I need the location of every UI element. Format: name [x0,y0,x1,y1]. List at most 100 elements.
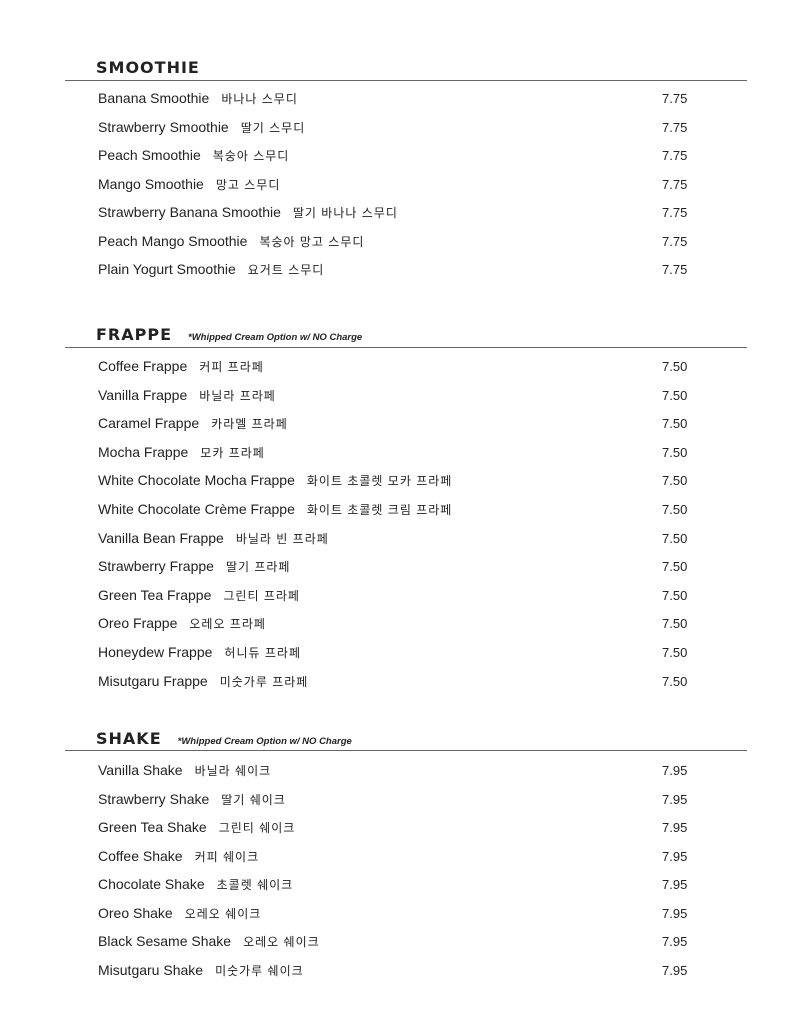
menu-item: Vanilla Bean Frappe 바닐라 빈 프라페 7.50 [98,530,690,550]
item-name: Black Sesame Shake [98,933,232,949]
item-price: 7.50 [662,502,688,517]
menu-item: Caramel Frappe 카라멜 프라페 7.50 [98,415,690,435]
menu-item: Banana Smoothie 바나나 스무디 7.75 [98,90,690,110]
menu-item: Chocolate Shake 초콜렛 쉐이크 7.95 [98,876,690,896]
item-name: Strawberry Smoothie [98,118,229,135]
section-title: SMOOTHIE [96,58,200,77]
item-price: 7.50 [662,444,688,460]
menu-item: Strawberry Banana Smoothie 딸기 바나나 스무디 7.75 [98,204,690,224]
item-korean-name: 커피 프라페 [199,360,264,374]
item-price: 7.95 [662,820,688,835]
item-name: Peach Smoothie [98,147,201,163]
item-price: 7.75 [662,91,688,106]
item-korean-name: 그린티 쉐이크 [218,821,296,835]
item-price: 7.50 [662,645,688,660]
item-korean-name: 바닐라 빈 프라페 [235,531,329,546]
menu-item: White Chocolate Mocha Frappe 화이트 초콜렛 모카 프… [98,472,690,492]
item-name: Misutgaru Shake [98,961,204,978]
menu-item: Oreo Frappe 오레오 프라페 7.50 [98,615,690,635]
menu-item: Coffee Frappe 커피 프라페 7.50 [98,358,690,378]
item-price: 7.95 [662,934,688,949]
menu-item: Strawberry Shake 딸기 쉐이크 7.95 [98,791,690,811]
item-name: Strawberry Shake [98,790,210,807]
item-korean-name: 미숫가루 쉐이크 [215,963,304,978]
item-korean-name: 허니듀 프라페 [224,646,301,660]
item-korean-name: 모카 프라페 [200,445,265,460]
section-note: *Whipped Cream Option w/ NO Charge [177,736,352,747]
section-header: FRAPPE *Whipped Cream Option w/ NO Charge [96,325,362,344]
item-price: 7.50 [662,359,688,374]
item-name: Vanilla Shake [98,762,183,778]
menu-item: Honeydew Frappe 허니듀 프라페 7.50 [98,644,690,664]
item-name: Plain Yogurt Smoothie [98,261,236,277]
item-korean-name: 화이트 초콜렛 크림 프라페 [306,503,453,517]
item-price: 7.95 [662,763,688,778]
section-note: *Whipped Cream Option w/ NO Charge [188,332,363,343]
item-name: Strawberry Frappe [98,558,214,575]
menu-item: Green Tea Shake 그린티 쉐이크 7.95 [98,819,690,839]
item-price: 7.95 [662,848,688,864]
item-price: 7.50 [662,530,688,546]
item-korean-name: 딸기 스무디 [240,120,306,135]
item-name: Strawberry Banana Smoothie [98,204,281,220]
menu-item: Plain Yogurt Smoothie 요거트 스무디 7.75 [98,261,690,281]
item-korean-name: 화이트 초콜렛 모카 프라페 [306,474,453,489]
item-name: Mocha Frappe [98,443,189,460]
item-korean-name: 복숭아 망고 스무디 [259,234,365,249]
item-price: 7.75 [662,262,688,277]
item-name: Green Tea Shake [98,819,207,835]
item-price: 7.75 [662,119,688,135]
item-price: 7.95 [662,962,688,978]
section-title: FRAPPE [96,325,173,344]
item-name: Chocolate Shake [98,876,205,892]
section-header: SHAKE *Whipped Cream Option w/ NO Charge [96,729,352,748]
menu-item: Oreo Shake 오레오 쉐이크 7.95 [98,905,690,925]
menu-item: Strawberry Frappe 딸기 프라페 7.50 [98,558,690,578]
item-korean-name: 요거트 스무디 [247,263,325,277]
item-price: 7.95 [662,791,688,807]
item-korean-name: 바닐라 프라페 [199,388,276,403]
item-korean-name: 복숭아 스무디 [212,149,290,163]
item-korean-name: 미숫가루 프라페 [219,674,309,689]
menu-item: Strawberry Smoothie 딸기 스무디 7.75 [98,119,690,139]
item-name: Honeydew Frappe [98,644,213,660]
item-price: 7.50 [662,673,688,689]
section-divider [65,347,747,348]
item-price: 7.50 [662,416,688,432]
item-name: Peach Mango Smoothie [98,232,248,249]
item-name: White Chocolate Mocha Frappe [98,472,295,489]
item-price: 7.75 [662,205,688,220]
section-title: SHAKE [96,729,162,748]
menu-item: Vanilla Shake 바닐라 쉐이크 7.95 [98,762,690,782]
item-name: Oreo Shake [98,904,173,921]
item-price: 7.95 [662,877,688,892]
item-korean-name: 초콜렛 쉐이크 [216,878,294,892]
item-korean-name: 커피 쉐이크 [194,849,260,864]
item-name: Oreo Frappe [98,615,178,632]
item-price: 7.75 [662,176,688,192]
item-name: Caramel Frappe [98,415,200,432]
item-name: Vanilla Bean Frappe [98,529,224,546]
item-korean-name: 카라멜 프라페 [211,417,288,432]
item-name: Green Tea Frappe [98,586,212,603]
menu-item: Misutgaru Shake 미숫가루 쉐이크 7.95 [98,962,690,982]
menu-item: Peach Smoothie 복숭아 스무디 7.75 [98,147,690,167]
item-price: 7.50 [662,387,688,403]
item-price: 7.95 [662,905,688,921]
item-name: Coffee Frappe [98,358,188,374]
item-price: 7.75 [662,148,688,163]
item-korean-name: 딸기 쉐이크 [221,792,286,807]
item-korean-name: 딸기 프라페 [225,560,291,575]
item-price: 7.75 [662,233,688,249]
menu-item: Black Sesame Shake 오레오 쉐이크 7.95 [98,933,690,953]
item-korean-name: 오레오 쉐이크 [243,935,320,949]
menu-item: Green Tea Frappe 그린티 프라페 7.50 [98,587,690,607]
item-name: Vanilla Frappe [98,386,188,403]
section-divider [65,80,747,81]
item-name: Coffee Shake [98,847,183,864]
menu-item: Coffee Shake 커피 쉐이크 7.95 [98,848,690,868]
item-name: Mango Smoothie [98,175,204,192]
item-name: Banana Smoothie [98,90,210,106]
item-price: 7.50 [662,587,688,603]
item-name: White Chocolate Crème Frappe [98,501,295,517]
